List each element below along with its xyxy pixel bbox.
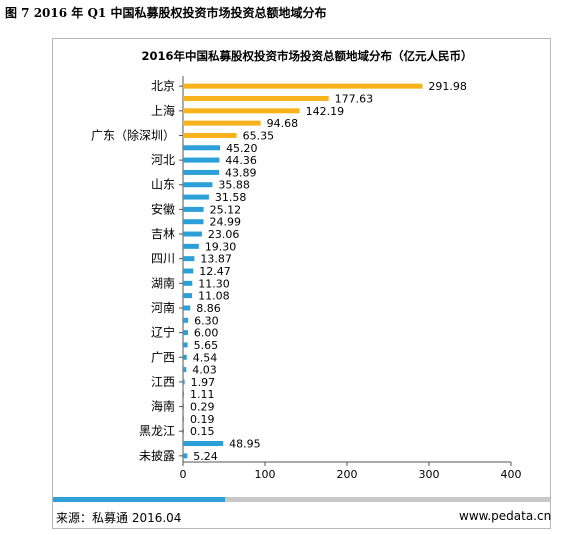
value-label: 19.30 [205, 240, 237, 253]
bar [183, 453, 188, 459]
bar [183, 219, 204, 225]
value-label: 4.03 [192, 364, 217, 377]
bar [183, 367, 187, 373]
bar [183, 256, 195, 262]
bar [183, 416, 184, 422]
bar [183, 428, 184, 434]
value-label: 8.86 [196, 302, 221, 315]
bar [183, 194, 209, 200]
figure-caption: 图 7 2016 年 Q1 中国私募股权投资市场投资总额地域分布 [5, 6, 327, 20]
value-label: 25.12 [210, 203, 242, 216]
category-label: 广东（除深圳） [91, 127, 175, 142]
bar [183, 157, 220, 163]
website-text: www.pedata.cn [459, 509, 552, 523]
bar [183, 293, 193, 299]
value-label: 6.00 [194, 327, 219, 340]
category-label: 湖南 [151, 275, 175, 290]
chart-title: 2016年中国私募股权投资市场投资总额地域分布（亿元人民币） [141, 49, 472, 63]
value-label: 43.89 [225, 166, 257, 179]
value-label: 1.97 [191, 376, 216, 389]
value-label: 11.30 [198, 277, 230, 290]
source-text: 来源：私募通 2016.04 [56, 511, 182, 525]
category-label: 河南 [151, 300, 175, 315]
value-label: 44.36 [225, 154, 256, 167]
value-label: 94.68 [267, 117, 299, 130]
bar [183, 206, 204, 212]
bar [183, 280, 193, 286]
bar [183, 243, 199, 249]
bar [183, 441, 224, 447]
bar [183, 83, 423, 89]
x-tick-label: 0 [180, 468, 187, 481]
category-label: 吉林 [151, 227, 175, 241]
value-label: 5.65 [194, 339, 219, 352]
value-label: 13.87 [200, 253, 232, 266]
bar [183, 354, 187, 360]
bar [183, 342, 188, 348]
value-label: 142.19 [306, 105, 345, 118]
value-label: 4.54 [193, 351, 218, 364]
category-label: 辽宁 [151, 325, 175, 340]
category-label: 未披露 [139, 449, 175, 463]
value-label: 24.99 [209, 216, 241, 229]
value-label: 45.20 [226, 142, 258, 155]
value-label: 31.58 [215, 191, 247, 204]
x-tick-label: 400 [501, 468, 522, 481]
category-label: 河北 [151, 153, 175, 167]
value-label: 5.24 [193, 450, 218, 463]
bar [183, 169, 219, 175]
chart-frame [52, 38, 551, 529]
value-label: 12.47 [199, 265, 231, 278]
value-label: 35.88 [218, 179, 250, 192]
value-label: 48.95 [229, 438, 261, 451]
bar [183, 132, 237, 138]
bar [183, 379, 185, 385]
value-label: 6.30 [194, 314, 219, 327]
value-label: 0.15 [190, 425, 215, 438]
value-label: 291.98 [428, 80, 467, 93]
category-label: 安徽 [151, 201, 175, 216]
bar [183, 120, 261, 126]
bar [183, 95, 329, 101]
bar [183, 305, 191, 311]
bar [183, 108, 300, 114]
bar [183, 268, 194, 274]
bar [183, 231, 202, 237]
x-tick-label: 100 [255, 468, 276, 481]
category-label: 北京 [151, 79, 175, 93]
category-label: 四川 [151, 252, 175, 266]
bar [183, 145, 221, 151]
bar [183, 317, 189, 323]
bar [183, 330, 188, 336]
divider-accent [53, 497, 225, 502]
value-label: 0.29 [190, 401, 215, 414]
value-label: 65.35 [243, 129, 275, 142]
bar [183, 404, 184, 410]
category-label: 广西 [151, 350, 175, 364]
value-label: 1.11 [190, 388, 215, 401]
category-label: 海南 [151, 399, 175, 414]
bar [183, 182, 213, 188]
x-tick-label: 300 [419, 468, 440, 481]
bar [183, 391, 184, 397]
value-label: 0.19 [190, 413, 215, 426]
value-label: 23.06 [208, 228, 240, 241]
category-label: 江西 [151, 375, 175, 389]
value-label: 177.63 [335, 92, 374, 105]
category-label: 黑龙江 [139, 424, 175, 438]
value-label: 11.08 [198, 290, 230, 303]
category-label: 上海 [151, 103, 175, 118]
x-tick-label: 200 [337, 468, 358, 481]
category-label: 山东 [151, 178, 175, 192]
divider-bar [53, 497, 550, 502]
